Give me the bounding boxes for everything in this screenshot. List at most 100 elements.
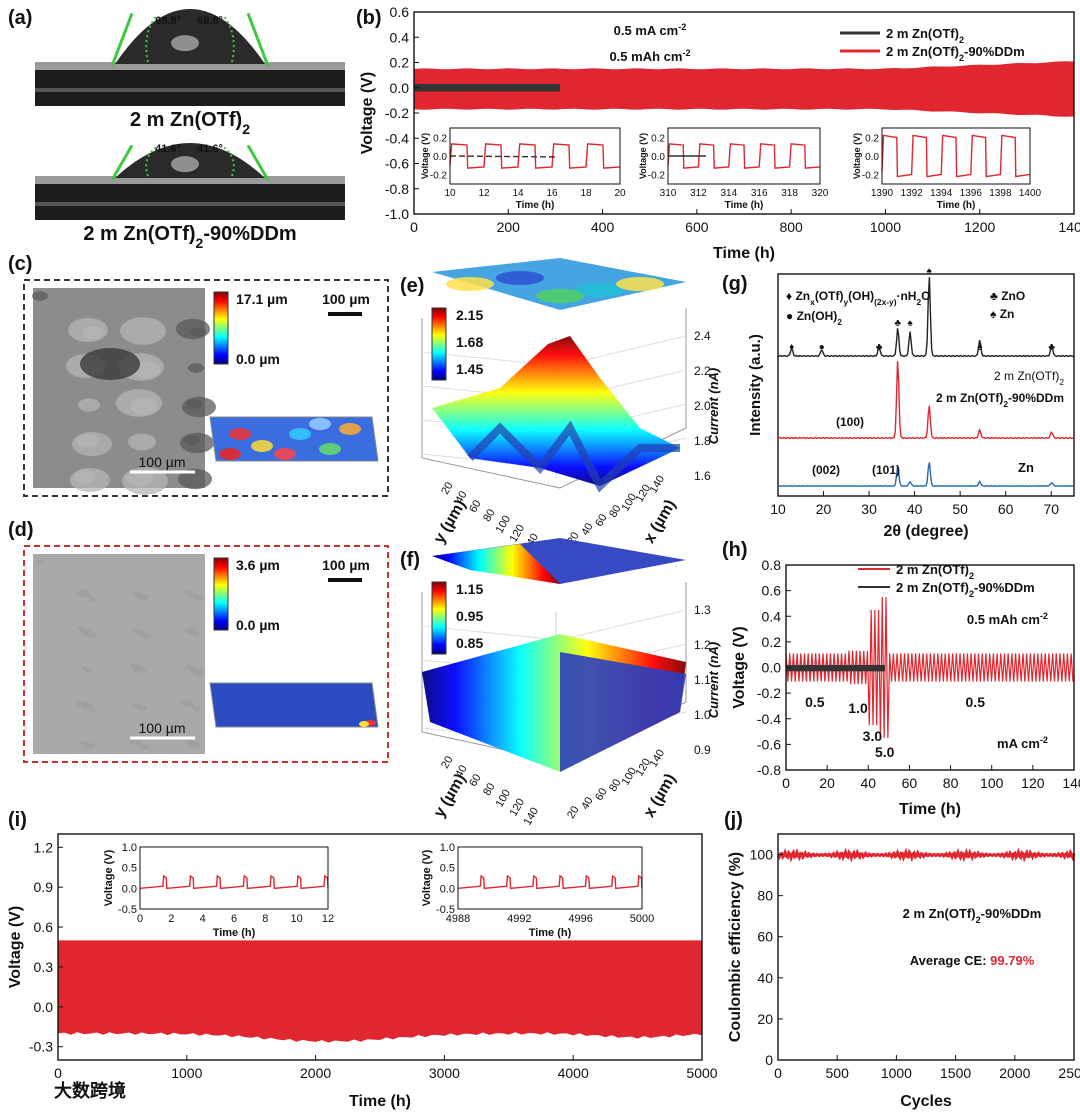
inset-y-tick-label: 0.5 <box>440 863 455 875</box>
legend-entry: ♦ Znx(OTf)y(OH)(2x-y)·nH2O <box>786 289 931 307</box>
sem-scale-label: 100 µm <box>139 720 186 736</box>
current-surface-low <box>560 652 686 772</box>
sem-texture <box>178 468 212 490</box>
inset-x-tick-label: 314 <box>720 188 737 199</box>
angle-arc-left <box>145 146 157 177</box>
colorbar-tick-label: 1.45 <box>456 361 483 377</box>
sem-texture <box>77 701 87 707</box>
xrd-pattern <box>777 361 1075 440</box>
y-tick-label: 0.8 <box>762 557 782 573</box>
contact-angle-value: 68.8° <box>155 15 181 27</box>
x-tick-label: 140 <box>1062 775 1080 791</box>
y-tick-label: -1.0 <box>385 206 409 222</box>
y-tick-label: 0.2 <box>390 55 410 71</box>
projected-map <box>432 544 560 584</box>
plot-frame <box>57 833 703 1061</box>
z-tick-label: 0.9 <box>694 743 711 757</box>
inset-series-line <box>449 155 556 158</box>
colorbar-tick-label: 0.85 <box>456 635 483 651</box>
series-band <box>414 83 561 92</box>
y-tick-label: -0.8 <box>757 762 781 778</box>
inset-x-axis-title: Time (h) <box>213 927 256 939</box>
peak-marker: ♠ <box>927 266 933 277</box>
colorbar-tick-label: 2.15 <box>456 307 483 323</box>
sem-texture <box>133 702 141 708</box>
peak-marker: ♣ <box>894 318 901 329</box>
contact-angle-value: 41.6° <box>197 143 223 155</box>
y-axis-title: Voltage (V) <box>359 72 376 154</box>
projected-map <box>432 258 686 310</box>
inset-x-axis-title: Time (h) <box>516 200 555 211</box>
y-tick-label: 0.0 <box>34 999 54 1015</box>
x-tick-label: 120 <box>1021 775 1045 791</box>
tangent-line-right <box>246 12 270 67</box>
peak-label: (101) <box>872 463 900 477</box>
projected-map-blob <box>446 277 494 291</box>
series-label: Zn <box>1018 460 1034 475</box>
peak-marker: ♣ <box>876 342 883 353</box>
sem-texture <box>32 291 48 301</box>
x-tick-label: 10 <box>770 501 786 517</box>
peak-marker: ♦ <box>789 342 794 353</box>
voltage-band <box>58 940 702 1043</box>
inset-y-tick-label: 0.0 <box>865 152 879 163</box>
inset-series-line <box>457 874 643 890</box>
x-tick-label: 2000 <box>300 1065 331 1081</box>
sem-texture <box>80 348 140 380</box>
y-tick-label: 0.6 <box>762 583 782 599</box>
panel-label: (d) <box>8 519 34 541</box>
peak-marker: ● <box>819 342 825 353</box>
legend-entry: 2 m Zn(OTf)2 <box>886 26 964 45</box>
inset-series-line <box>881 134 1031 178</box>
current-surface-valley <box>467 420 680 493</box>
sem-texture <box>186 399 202 409</box>
x-tick-label: 20 <box>816 501 832 517</box>
x-tick-label: 80 <box>607 777 624 794</box>
3d-grid <box>559 609 687 641</box>
watermark-text: 大数跨境 <box>54 1080 126 1101</box>
scale-bar-label: 100 µm <box>322 291 370 307</box>
x-tick-label: 60 <box>593 512 610 529</box>
y-tick-label: -0.6 <box>757 736 781 752</box>
legend-entry: 2 m Zn(OTf)2-90%DDm <box>886 44 1025 63</box>
x-tick-label: 30 <box>861 501 877 517</box>
plot-frame <box>777 833 1075 1061</box>
current-surface <box>432 336 680 486</box>
colorbar-tick-label: 1.68 <box>456 334 483 350</box>
panel-c: (c) 100 µm 17.1 µm 0.0 µm 100 µm <box>8 253 389 497</box>
inset-x-tick-label: 4988 <box>446 913 470 925</box>
y-tick-label: 1.2 <box>34 839 54 855</box>
droplet-reflection <box>171 35 199 52</box>
inset-x-tick-label: 1396 <box>960 188 983 199</box>
series-label: 2 m Zn(OTf)2-90%DDm <box>936 391 1064 409</box>
inset-y-tick-label: 0.2 <box>651 133 665 144</box>
sem-texture <box>89 596 97 602</box>
inset-x-axis-title: Time (h) <box>937 200 976 211</box>
y-tick-label: 20 <box>439 754 456 771</box>
inset-x-tick-label: 1392 <box>900 188 923 199</box>
inset-y-tick-label: -0.5 <box>436 904 455 916</box>
z-tick-label: 1.2 <box>694 638 711 652</box>
y-tick-label: 0.4 <box>762 608 782 624</box>
panel-label: (e) <box>400 275 424 297</box>
x-axis-title: Time (h) <box>349 1093 411 1110</box>
y-tick-label: 0.9 <box>34 879 54 895</box>
inset-y-tick-label: 0.5 <box>122 863 137 875</box>
sem-texture <box>185 627 197 635</box>
panel-label: (a) <box>8 7 32 29</box>
sem-texture <box>137 630 145 636</box>
inset-y-axis-title: Voltage (V) <box>420 133 430 179</box>
y-tick-label: 60 <box>467 498 484 515</box>
annotation-text: 0.5 mAh cm-2 <box>609 48 690 64</box>
inset-x-tick-label: 1400 <box>1019 188 1042 199</box>
inset-y-tick-label: 0.2 <box>865 133 879 144</box>
sem-texture <box>78 398 100 412</box>
inset-y-tick-label: 0.0 <box>433 152 447 163</box>
sem-texture <box>116 389 162 417</box>
average-ce-label: Average CE: 99.79% <box>910 953 1035 968</box>
sem-texture <box>128 433 156 451</box>
peak-label: (002) <box>812 463 840 477</box>
sem-texture <box>81 666 87 670</box>
x-tick-label: 140 <box>648 474 668 496</box>
